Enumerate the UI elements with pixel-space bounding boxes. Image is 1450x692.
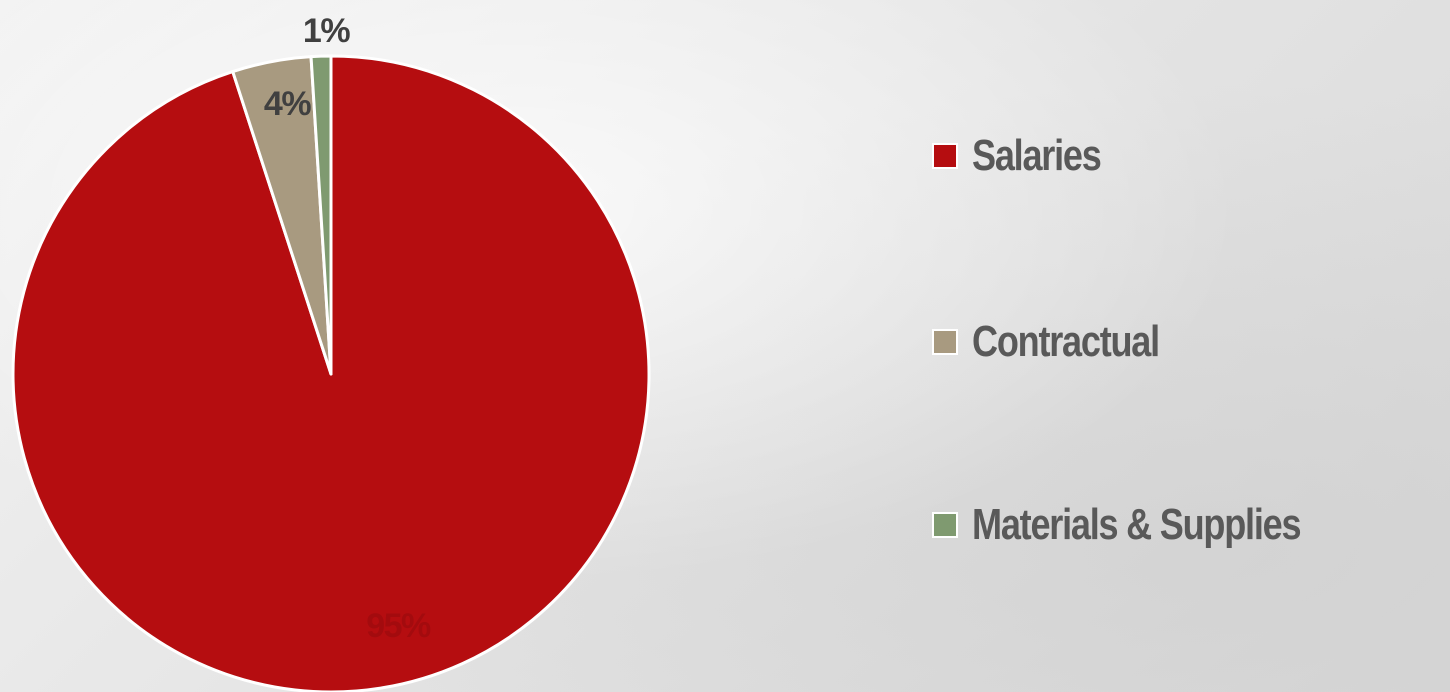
- data-label-salaries: 95%: [366, 607, 431, 645]
- legend-item-contractual: Contractual: [932, 314, 1200, 370]
- pie-data-labels: 95% 4% 1%: [264, 12, 433, 645]
- data-label-materials-supplies: 1%: [303, 12, 350, 50]
- legend-swatch-contractual: [932, 329, 958, 355]
- legend-label-contractual: Contractual: [972, 317, 1160, 366]
- legend-swatch-salaries: [932, 143, 958, 169]
- chart-legend: Salaries Contractual Materials & Supplie…: [932, 0, 1442, 692]
- legend-swatch-materials-supplies: [932, 512, 958, 538]
- data-label-contractual: 4%: [264, 85, 311, 123]
- pie-slice-materials-supplies: [309, 54, 333, 376]
- legend-item-materials-supplies: Materials & Supplies: [932, 497, 1372, 553]
- legend-label-materials-supplies: Materials & Supplies: [972, 500, 1302, 549]
- pie-slices: [11, 54, 651, 692]
- legend-label-salaries: Salaries: [972, 131, 1102, 180]
- legend-item-salaries: Salaries: [932, 128, 1129, 184]
